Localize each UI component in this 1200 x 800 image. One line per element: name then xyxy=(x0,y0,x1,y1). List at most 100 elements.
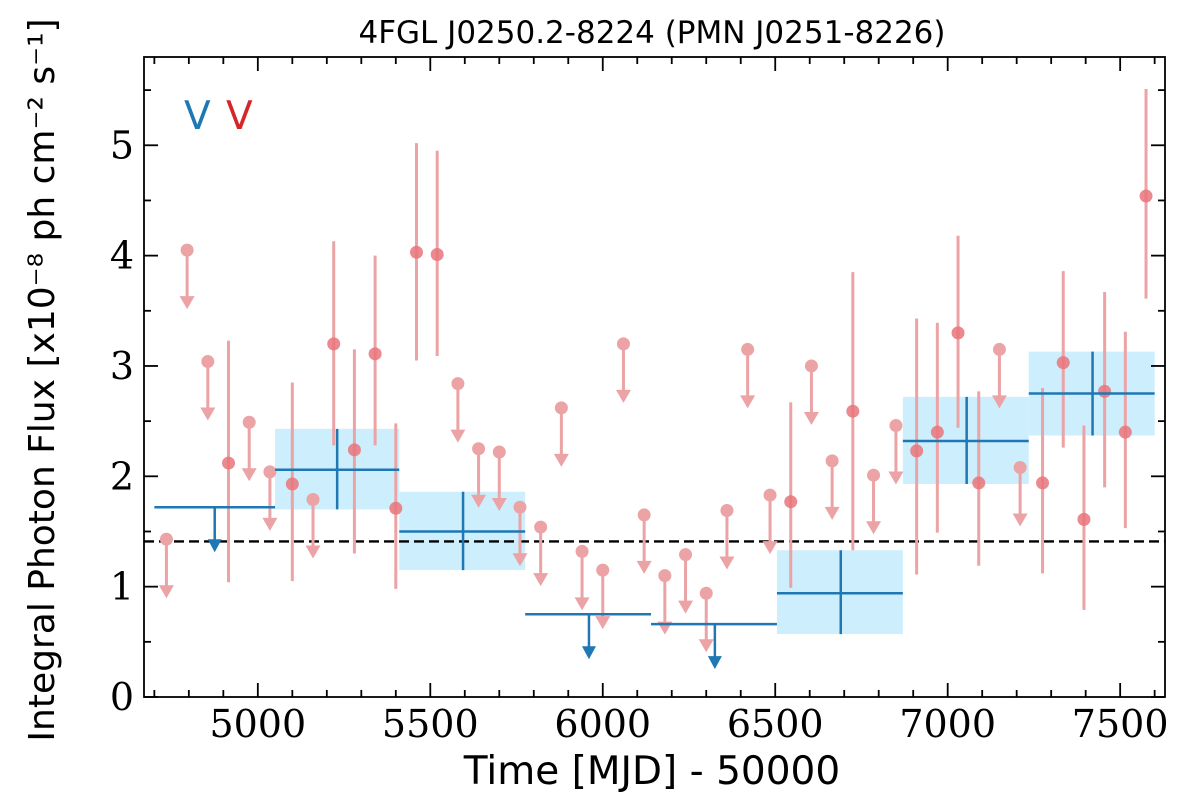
upper-limit-arrow xyxy=(719,556,735,570)
upper-limit-point xyxy=(159,532,173,546)
upper-limit-arrow xyxy=(200,407,216,421)
x-axis-label: Time [MJD] - 50000 xyxy=(463,749,840,794)
upper-limit-arrow xyxy=(615,389,631,403)
upper-limit-arrow xyxy=(158,585,174,599)
upper-limit-arrow xyxy=(450,429,466,443)
axes-group: 5000 5500 6000 6500 7000 7500 0 1 2 3 4 5 xyxy=(110,56,1169,746)
data-point xyxy=(1077,512,1091,526)
data-point xyxy=(327,337,341,351)
upper-limit-point xyxy=(699,586,713,600)
upper-limit-arrow xyxy=(262,517,278,531)
upper-limit-arrow xyxy=(762,541,778,555)
upper-limit-arrow xyxy=(678,600,694,614)
upper-limit-arrow xyxy=(179,296,195,310)
legend-label-blue: V xyxy=(184,94,211,139)
chart-title: 4FGL J0250.2-8224 (PMN J0251-8226) xyxy=(358,15,945,51)
upper-limit-point xyxy=(763,488,777,502)
upper-limit-point xyxy=(616,337,630,351)
upper-limit-point xyxy=(263,465,277,479)
upper-limit-point xyxy=(180,243,194,257)
data-point xyxy=(972,476,986,490)
bin-upper-limit-arrow xyxy=(707,656,722,670)
x-tick-label: 5000 xyxy=(209,702,306,746)
x-tick-label: 7000 xyxy=(899,702,996,746)
plot-frame xyxy=(143,56,1166,698)
data-point xyxy=(222,456,236,470)
data-point xyxy=(846,404,860,418)
upper-limit-point xyxy=(992,342,1006,356)
data-point xyxy=(1139,189,1153,203)
data-point xyxy=(1118,425,1132,439)
upper-limit-arrow xyxy=(866,521,882,535)
data-point xyxy=(1056,356,1070,370)
upper-limit-arrow xyxy=(595,616,611,630)
upper-limit-arrow xyxy=(533,573,549,587)
upper-limit-point xyxy=(575,544,589,558)
upper-limit-arrow xyxy=(824,506,840,520)
data-point xyxy=(347,443,361,457)
upper-limit-arrow xyxy=(888,471,904,485)
upper-limit-arrow xyxy=(305,545,321,559)
upper-limit-point xyxy=(804,359,818,373)
upper-limit-point xyxy=(679,548,693,562)
upper-limit-arrow xyxy=(553,453,569,467)
bin-bands xyxy=(275,351,1155,635)
upper-limit-point xyxy=(534,520,548,534)
upper-limit-arrow xyxy=(803,411,819,425)
data-point xyxy=(430,248,444,262)
upper-limit-arrow xyxy=(740,395,756,409)
data-point xyxy=(784,495,798,509)
upper-limit-point xyxy=(451,377,465,391)
x-tick-label: 7500 xyxy=(1072,702,1169,746)
upper-limit-point xyxy=(306,492,320,506)
point-error-bars xyxy=(158,89,1148,653)
upper-limit-point xyxy=(658,569,672,583)
data-point xyxy=(930,425,944,439)
upper-limit-arrow xyxy=(512,553,528,567)
x-tick-label: 6500 xyxy=(727,702,824,746)
bin-upper-limit-arrow xyxy=(581,646,596,660)
upper-limit-point xyxy=(513,500,527,514)
y-tick-label: 5 xyxy=(110,123,134,167)
upper-limit-arrow xyxy=(698,639,714,653)
y-axis-label: Integral Photon Flux [x10⁻⁸ ph cm⁻² s⁻¹] xyxy=(22,18,63,741)
upper-limit-arrow xyxy=(471,494,487,508)
upper-limit-point xyxy=(596,563,610,577)
upper-limit-point xyxy=(554,401,568,415)
upper-limit-point xyxy=(242,415,256,429)
bin-upper-limit-arrow xyxy=(207,539,222,553)
upper-limit-point xyxy=(720,504,734,518)
y-tick-label: 0 xyxy=(110,675,134,719)
bin-markers xyxy=(154,351,1155,670)
y-tick-label: 2 xyxy=(110,454,134,498)
data-point xyxy=(409,245,423,259)
data-point xyxy=(910,444,924,458)
upper-limit-arrow xyxy=(491,498,507,512)
upper-limit-arrow xyxy=(1012,513,1028,527)
y-tick-label: 3 xyxy=(110,344,134,388)
upper-limit-point xyxy=(637,508,651,522)
legend-label-red: V xyxy=(226,94,253,139)
data-point xyxy=(368,347,382,361)
x-tick-label: 6000 xyxy=(554,702,651,746)
upper-limit-point xyxy=(741,342,755,356)
upper-limit-arrow xyxy=(991,395,1007,409)
y-tick-label: 4 xyxy=(110,234,134,278)
upper-limit-point xyxy=(889,419,903,433)
upper-limit-point xyxy=(472,442,486,456)
y-tick-label: 1 xyxy=(110,565,134,609)
data-point xyxy=(951,326,965,340)
upper-limit-point xyxy=(825,454,839,468)
upper-limit-point xyxy=(1013,460,1027,474)
upper-limit-arrow xyxy=(574,597,590,611)
upper-limit-arrow xyxy=(636,560,652,574)
data-point xyxy=(1098,384,1112,398)
upper-limit-point xyxy=(201,355,215,369)
data-point xyxy=(285,477,299,491)
upper-limit-arrow xyxy=(241,468,257,482)
point-markers xyxy=(159,189,1153,600)
data-point xyxy=(389,501,403,515)
upper-limit-point xyxy=(492,445,506,459)
